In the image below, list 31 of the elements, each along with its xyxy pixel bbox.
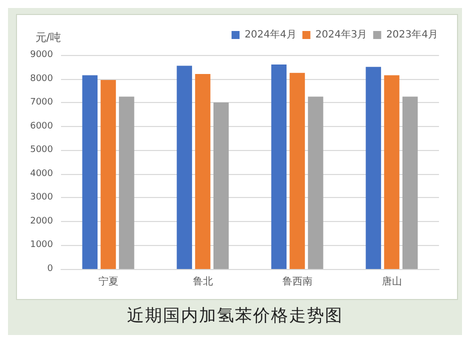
y-axis-title: 元/吨 [35,31,61,44]
legend-label: 2024年4月 [244,28,296,40]
bar [384,75,400,269]
x-tick-label: 唐山 [382,276,402,288]
legend-label: 2024年3月 [315,28,368,40]
bar [176,66,192,269]
bar [82,75,98,269]
y-tick-label: 3000 [30,192,54,203]
bar [366,66,382,269]
y-tick-label: 0 [47,264,54,274]
legend-label: 2023年4月 [386,28,438,40]
bar [195,74,210,269]
bar [100,80,116,269]
bar [290,72,305,269]
bar [213,102,229,269]
bar [402,96,418,269]
y-tick-label: 5000 [30,145,54,156]
x-tick-label: 鲁西南 [282,276,312,288]
y-tick-label: 1000 [30,240,54,250]
bar [118,96,134,269]
y-tick-label: 6000 [30,121,54,132]
y-tick-label: 9000 [30,50,54,60]
y-tick-label: 2000 [30,216,54,226]
bar [271,64,287,269]
bar [308,96,324,269]
y-tick-label: 7000 [30,98,54,108]
y-tick-label: 8000 [30,74,54,84]
x-tick-label: 宁夏 [98,276,118,288]
text: 近期国内加氢苯价格走势图 [126,305,344,327]
y-tick-label: 4000 [30,168,54,179]
x-tick-label: 鲁北 [192,276,213,288]
